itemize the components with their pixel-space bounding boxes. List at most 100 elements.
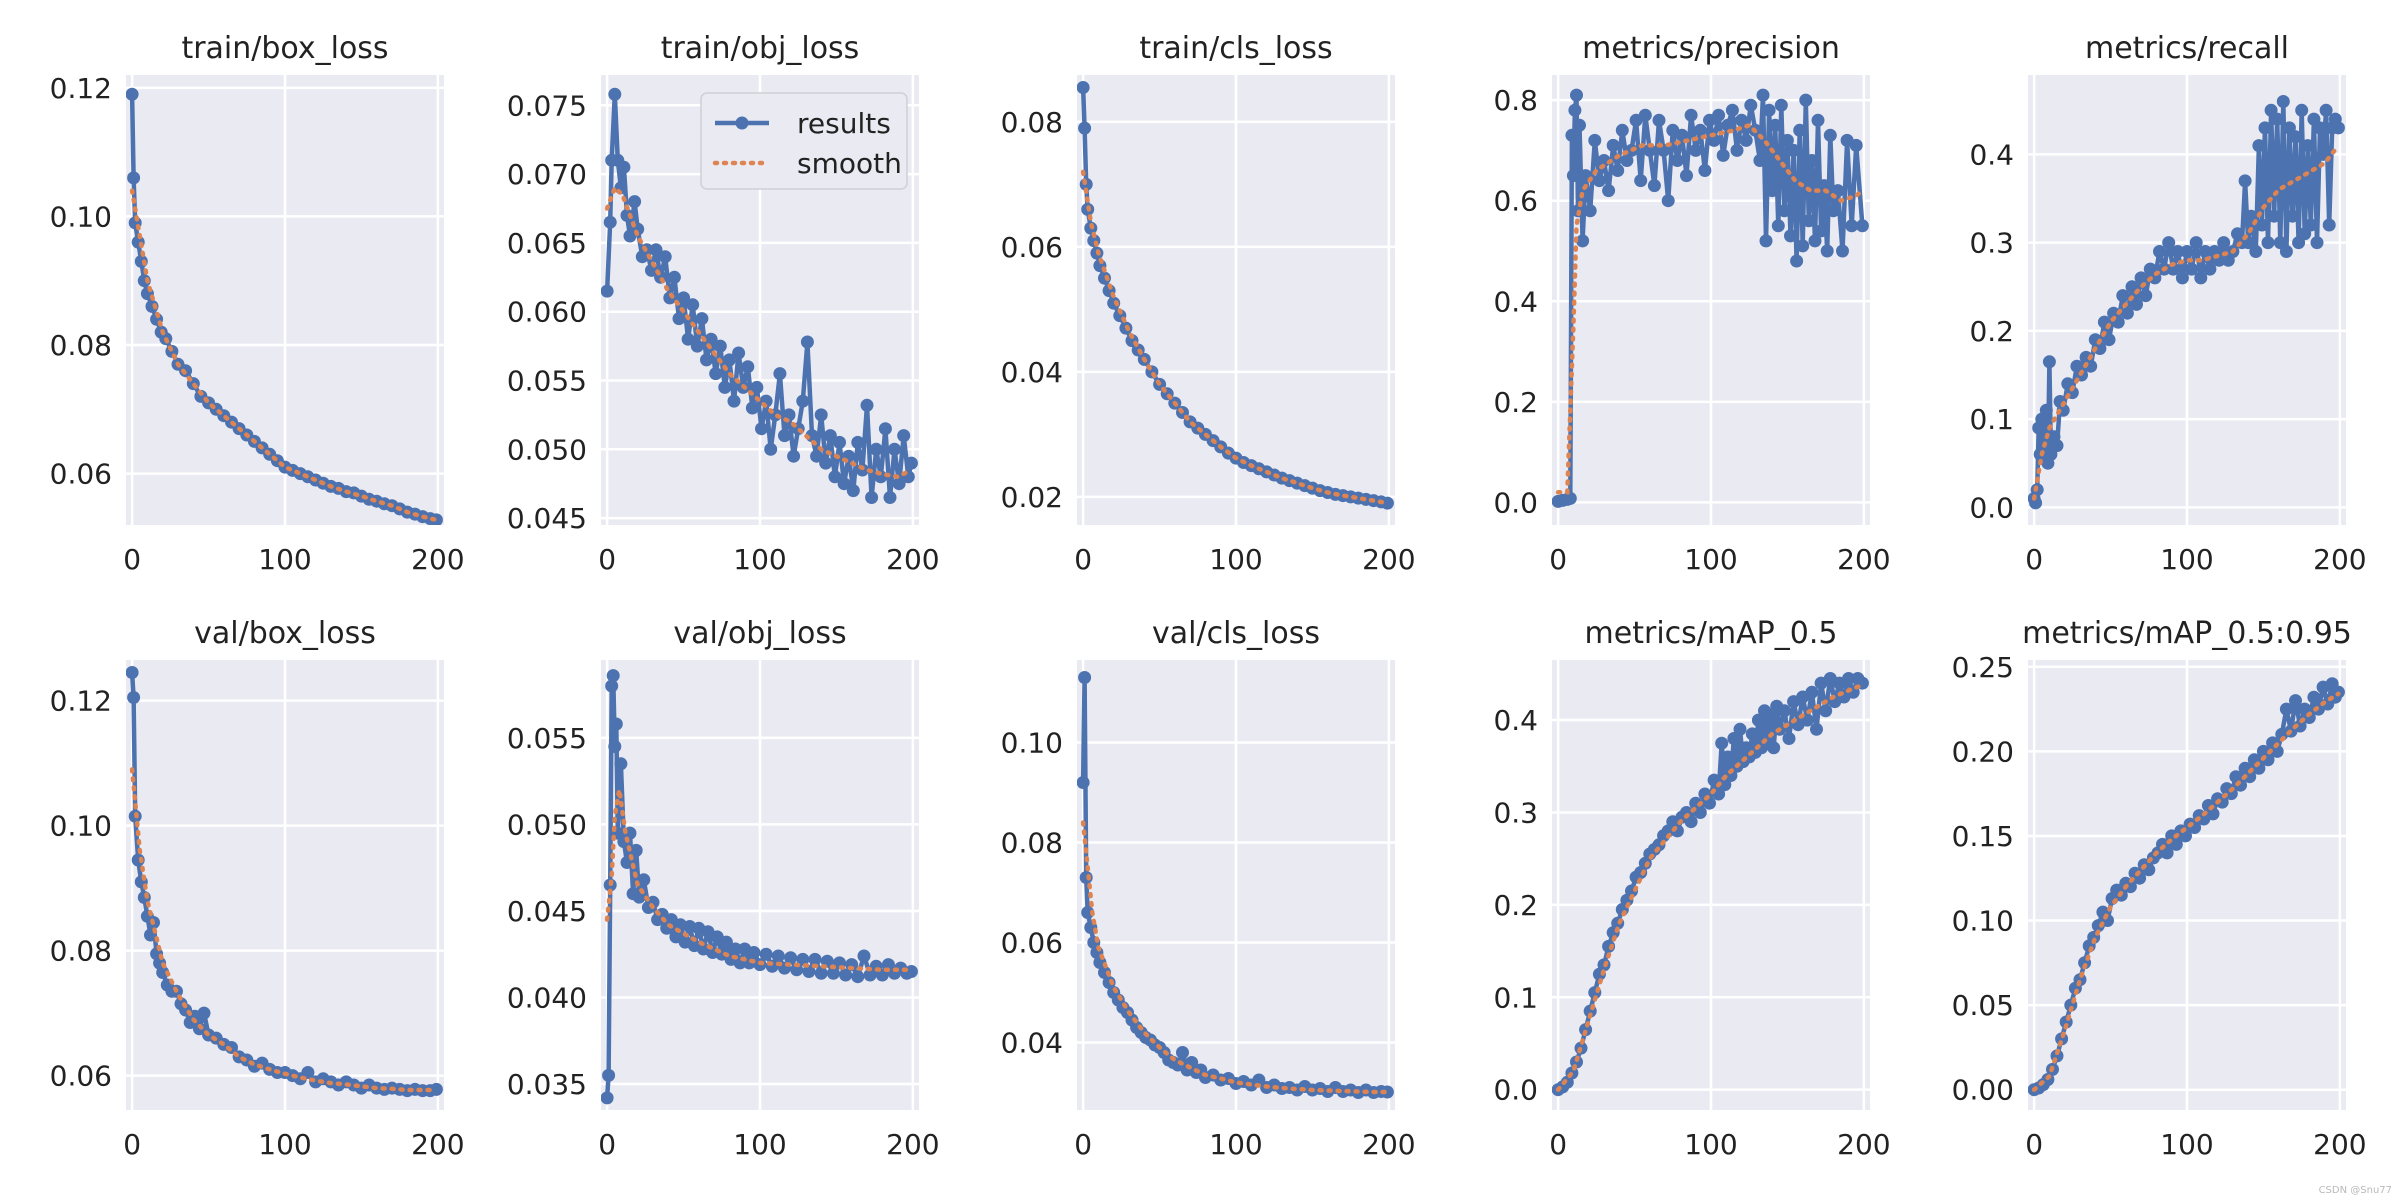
data-point-results [1583, 204, 1597, 218]
data-point-results [1576, 234, 1590, 248]
y-tick-label: 0.10 [50, 200, 112, 233]
data-point-results [732, 346, 746, 360]
data-point-results [869, 442, 883, 456]
data-point-results [787, 449, 801, 463]
series-line-smooth [2031, 143, 2341, 501]
x-tick-label: 0 [598, 543, 616, 576]
data-point-results [1077, 776, 1090, 789]
y-tick-label: 0.10 [1001, 727, 1063, 760]
data-point-results [1805, 685, 1819, 699]
data-point-results [1078, 121, 1092, 135]
data-point-results [709, 367, 723, 381]
x-tick-label: 200 [1837, 1128, 1890, 1161]
data-point-results [2295, 103, 2309, 117]
data-point-results [608, 87, 622, 101]
data-point-results [1777, 204, 1791, 218]
data-point-results [1716, 148, 1730, 162]
data-point-results [127, 691, 141, 704]
data-point-results [605, 679, 619, 693]
data-point-results [1745, 727, 1759, 741]
x-tick-label: 0 [1074, 543, 1092, 576]
y-tick-label: 0.4 [1969, 138, 2014, 171]
data-point-results [1606, 138, 1620, 152]
data-point-results [1751, 713, 1765, 727]
data-point-results [1819, 704, 1833, 718]
data-point-results [672, 312, 686, 326]
data-point-results [857, 949, 871, 963]
data-point-results [2180, 245, 2194, 258]
watermark: CSDN @Snu77 [2318, 1185, 2392, 1196]
data-point-results [2093, 342, 2107, 355]
subplot-title: metrics/mAP_0.5:0.95 [2022, 616, 2352, 651]
data-point-results [2313, 121, 2327, 135]
data-point-results [1759, 234, 1773, 248]
x-tick-label: 0 [123, 543, 141, 576]
data-point-results [802, 965, 816, 978]
data-point-results [823, 429, 837, 443]
data-point-results [1634, 174, 1648, 188]
data-point-results [681, 332, 695, 346]
x-tick-label: 200 [886, 543, 939, 576]
data-point-results [722, 353, 736, 367]
subplot-title: metrics/precision [1582, 31, 1840, 66]
y-tick-label: 0.075 [507, 89, 587, 122]
data-point-results [2301, 139, 2315, 153]
data-point-results [727, 394, 741, 408]
data-point-results [2331, 121, 2345, 135]
data-point-results [1765, 184, 1779, 198]
series-line-smooth [1555, 682, 1865, 1092]
series-line-smooth [1080, 820, 1390, 1095]
data-point-results [2302, 711, 2316, 724]
data-point-results [145, 299, 159, 313]
data-point-results [1570, 88, 1583, 102]
y-tick-label: 0.06 [1001, 231, 1063, 264]
y-tick-label: 0.060 [507, 296, 587, 329]
y-tick-label: 0.02 [1001, 481, 1063, 514]
data-point-results [686, 298, 700, 312]
y-tick-label: 0.6 [1493, 185, 1538, 218]
series-group [1077, 81, 1394, 510]
data-point-results [1855, 219, 1869, 233]
y-tick-label: 0.12 [50, 72, 112, 105]
data-point-results [1684, 815, 1698, 829]
data-point-results [1730, 143, 1744, 157]
data-point-results [846, 484, 860, 498]
data-point-results [704, 332, 718, 346]
data-point-results [1826, 204, 1840, 218]
y-tick-label: 0.00 [1952, 1074, 2014, 1107]
data-point-results [1680, 169, 1693, 183]
data-point-results [2255, 218, 2269, 232]
data-point-results [839, 968, 853, 982]
data-point-results [2276, 95, 2290, 108]
data-point-results [1814, 224, 1828, 238]
data-point-results [784, 951, 798, 965]
series-line-smooth [1555, 122, 1865, 495]
data-point-results [718, 380, 732, 394]
data-point-results [1733, 722, 1747, 736]
series-line-smooth [604, 183, 914, 480]
subplot-metrics-precision: 0 100 200 0.0 0.2 0.4 0.6 0.8 metrics/precision [1493, 31, 1890, 576]
data-point-results [629, 843, 643, 857]
data-point-results [301, 1066, 315, 1079]
data-point-results [2189, 236, 2203, 250]
data-point-results [764, 442, 778, 456]
y-tick-label: 0.08 [1001, 106, 1063, 139]
data-point-results [156, 966, 170, 979]
data-point-results [1790, 254, 1804, 268]
data-point-results [750, 380, 764, 394]
data-point-results [1693, 123, 1707, 137]
data-point-results [1810, 722, 1823, 736]
data-point-results [833, 435, 846, 449]
data-point-results [2279, 245, 2293, 258]
y-tick-label: 0.08 [1001, 827, 1063, 860]
y-tick-label: 0.04 [1001, 1027, 1063, 1060]
data-point-results [690, 339, 704, 353]
y-tick-label: 0.15 [1952, 820, 2014, 853]
y-tick-label: 0.065 [507, 227, 587, 260]
data-point-results [2194, 271, 2208, 285]
data-point-results [429, 1082, 443, 1096]
data-point-results [719, 935, 733, 949]
data-point-results [1782, 732, 1796, 745]
data-point-results [1661, 194, 1675, 208]
data-point-results [601, 284, 614, 298]
